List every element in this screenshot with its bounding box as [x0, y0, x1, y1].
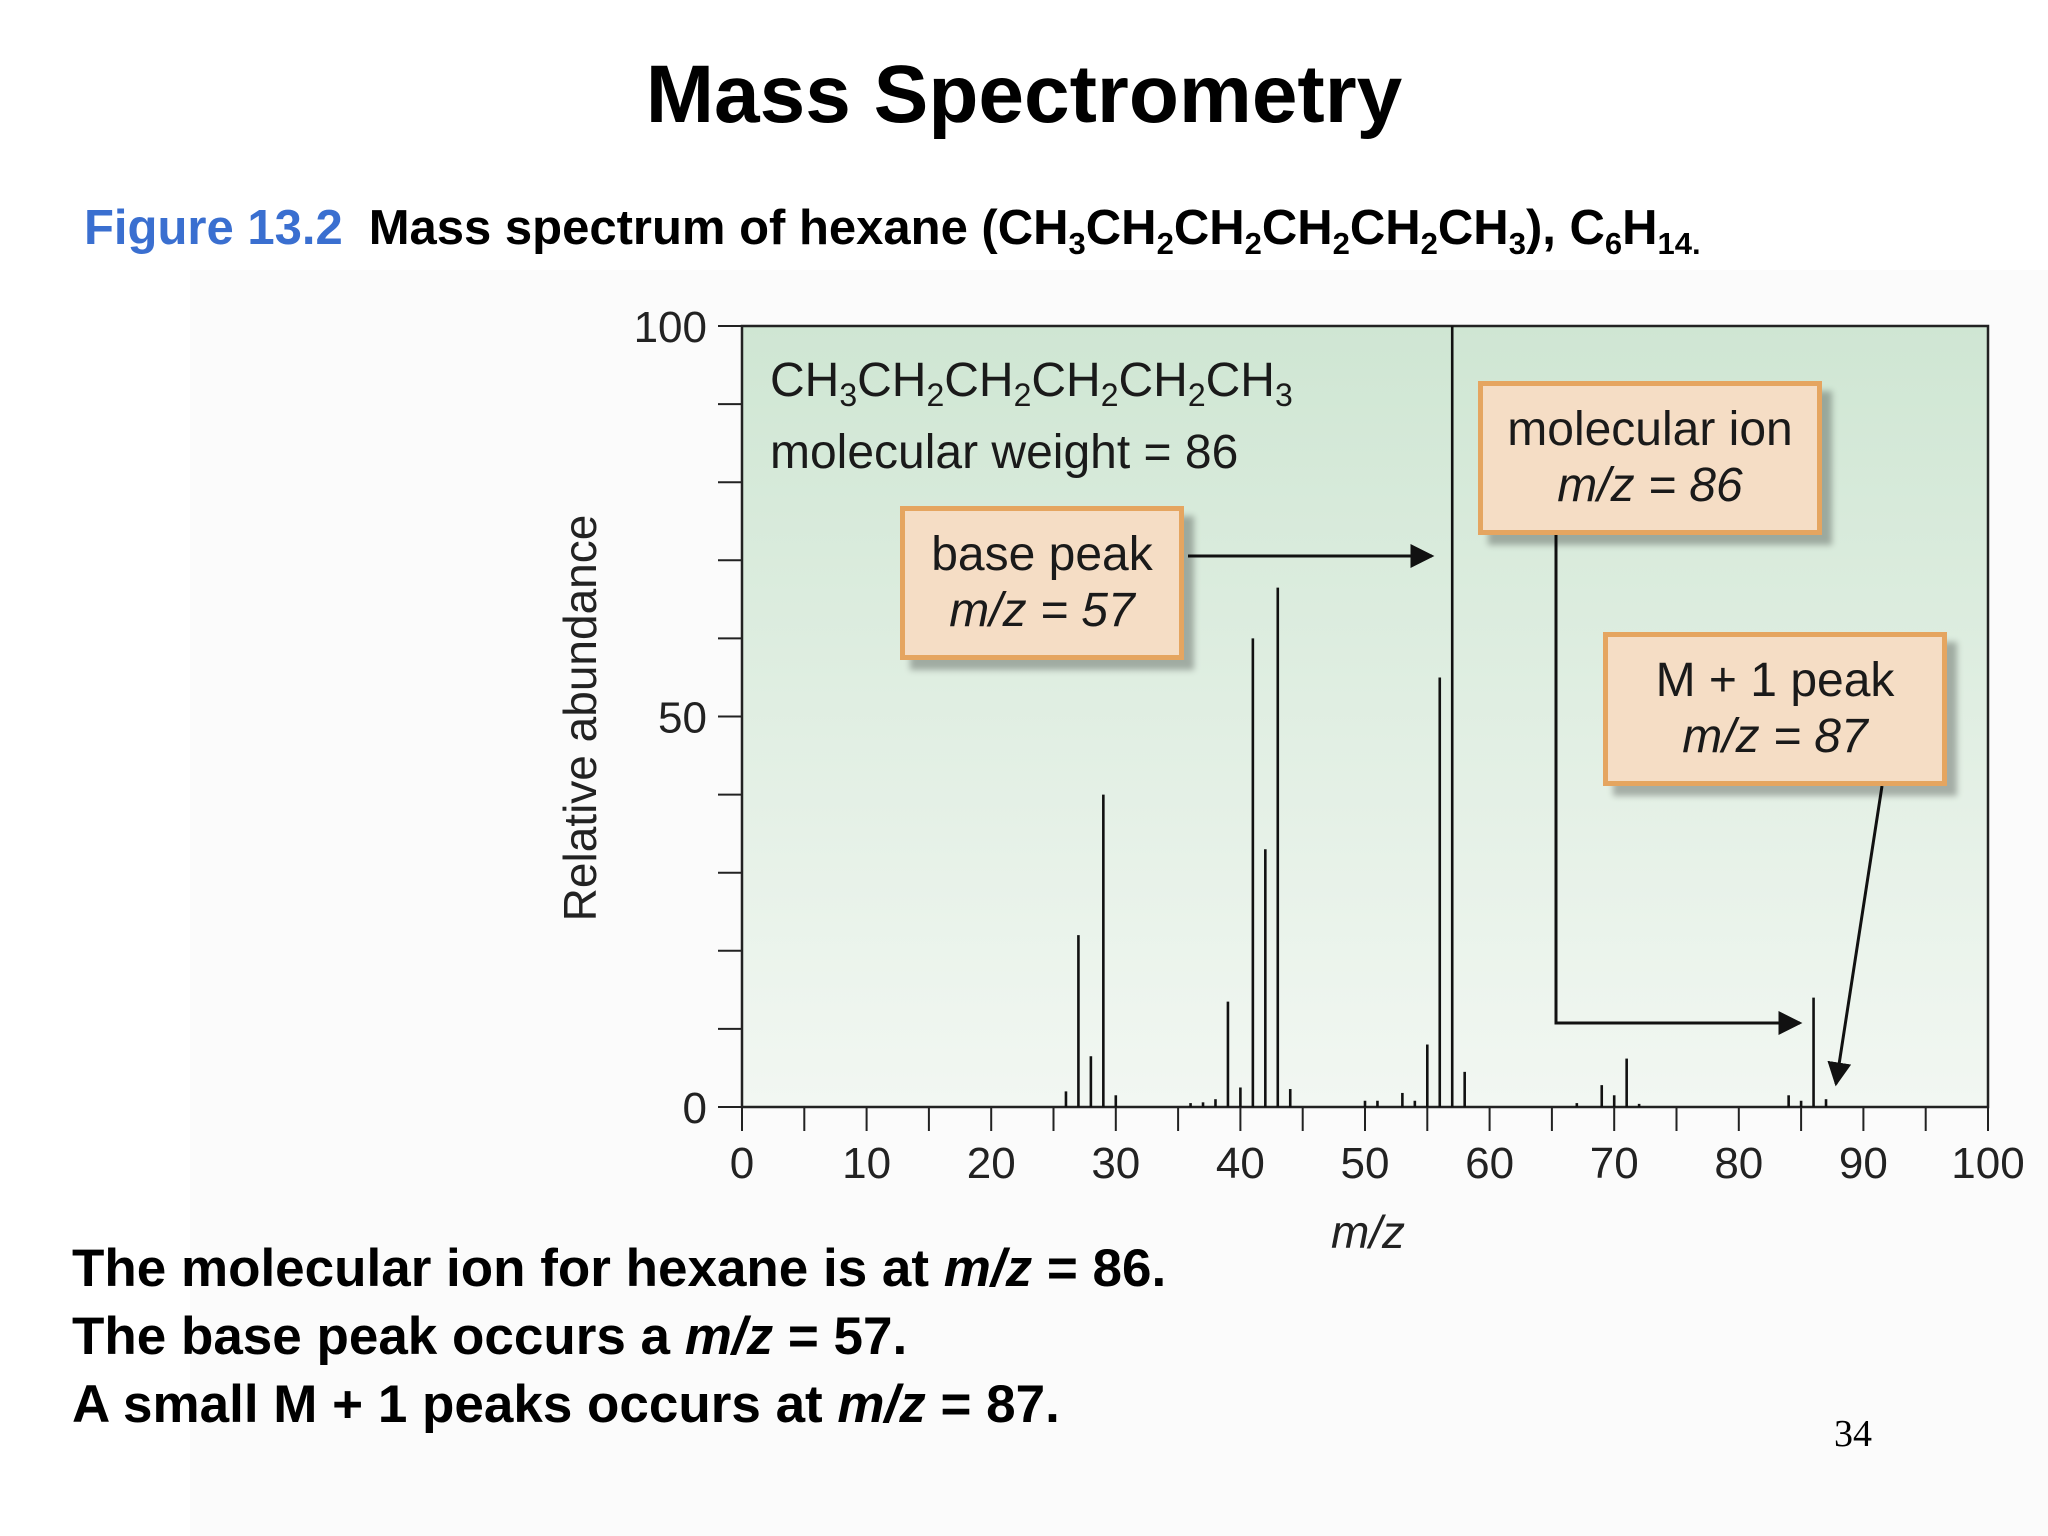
molecular-ion-label: molecular ion — [1507, 403, 1793, 456]
y-axis-label: Relative abundance — [554, 515, 606, 922]
m-plus-1-arrow — [1827, 785, 1884, 1087]
y-tick-label: 50 — [658, 694, 707, 743]
x-tick-label: 20 — [967, 1139, 1016, 1188]
x-tick-label: 40 — [1216, 1139, 1265, 1188]
summary-line-1: The molecular ion for hexane is at m/z =… — [72, 1239, 1167, 1298]
x-axis-label: m/z — [1331, 1206, 1405, 1258]
m-plus-1-label: M + 1 peak — [1655, 654, 1895, 707]
x-tick-label: 60 — [1465, 1139, 1514, 1188]
x-axis-ticks: 0 10 20 30 40 50 60 70 80 90 100 — [730, 1107, 2025, 1188]
molecule-formula-note: CH3CH2CH2CH2CH2CH3 molecular weight = 86 — [770, 352, 1293, 482]
m-plus-1-value: m/z = 87 — [1682, 710, 1868, 763]
molecular-ion-arrow — [1554, 533, 1803, 1035]
summary-line-3: A small M + 1 peaks occurs at m/z = 87. — [72, 1375, 1060, 1434]
x-tick-label: 10 — [842, 1139, 891, 1188]
base-peak-value: m/z = 57 — [949, 584, 1135, 637]
molecular-weight-note: molecular weight = 86 — [770, 426, 1239, 479]
figure-caption: Figure 13.2 Mass spectrum of hexane (CH3C… — [84, 200, 1701, 262]
x-tick-label: 0 — [730, 1139, 754, 1188]
page-number: 34 — [1834, 1413, 1872, 1455]
x-tick-label: 90 — [1839, 1139, 1888, 1188]
slide-title: Mass Spectrometry — [645, 49, 1403, 140]
y-tick-label: 100 — [634, 303, 707, 352]
y-axis-ticks: 0 50 100 — [634, 303, 742, 1133]
spectrum-peaks — [1064, 326, 1828, 1107]
molecular-ion-annotation: molecular ion m/z = 86 — [1478, 381, 1822, 535]
structural-formula: CH3CH2CH2CH2CH2CH3 — [770, 354, 1293, 413]
molecular-ion-value: m/z = 86 — [1557, 459, 1743, 512]
figure-caption-text: Mass spectrum of hexane (CH3CH2CH2CH2CH2… — [368, 201, 1701, 261]
summary-line-2: The base peak occurs a m/z = 57. — [72, 1307, 908, 1366]
y-tick-label: 0 — [683, 1084, 707, 1133]
x-tick-label: 50 — [1341, 1139, 1390, 1188]
figure-number: Figure 13.2 — [84, 201, 343, 255]
m-plus-1-annotation: M + 1 peak m/z = 87 — [1603, 632, 1947, 786]
base-peak-annotation: base peak m/z = 57 — [900, 506, 1184, 660]
x-tick-label: 100 — [1951, 1139, 2024, 1188]
x-tick-label: 80 — [1714, 1139, 1763, 1188]
base-peak-label: base peak — [931, 528, 1153, 581]
x-tick-label: 30 — [1091, 1139, 1140, 1188]
summary-text: The molecular ion for hexane is at m/z =… — [72, 1235, 1166, 1439]
x-tick-label: 70 — [1590, 1139, 1639, 1188]
